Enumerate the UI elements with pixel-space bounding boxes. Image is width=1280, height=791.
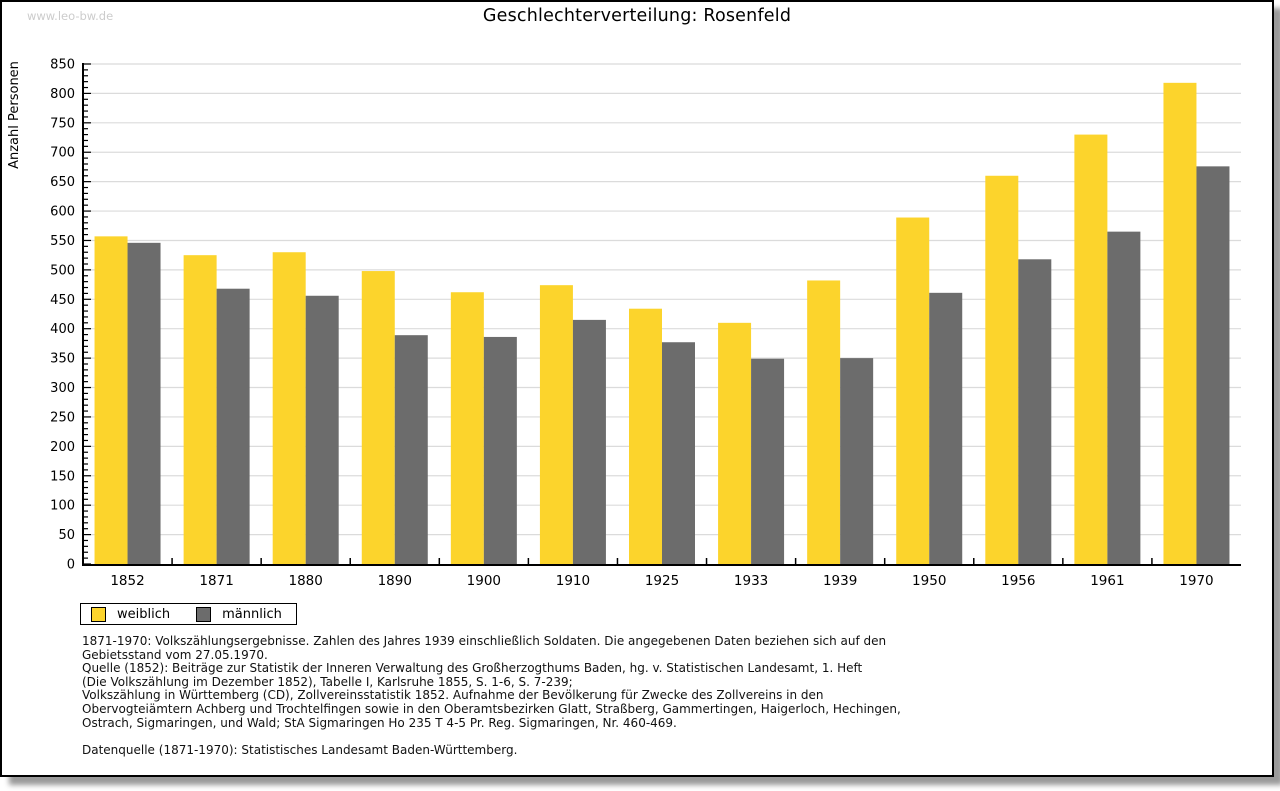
x-tick-label: 1900: [467, 573, 501, 589]
y-tick-label: 750: [50, 116, 75, 131]
y-tick-label: 550: [50, 234, 75, 249]
bar-weiblich-1900: [450, 292, 484, 564]
y-tick-label: 200: [50, 440, 75, 455]
footnote-line: Obervogteiämtern Achberg und Trochtelfin…: [82, 701, 901, 716]
footnote-line: Volkszählung in Württemberg (CD), Zollve…: [82, 688, 824, 703]
y-tick-label: 850: [50, 58, 75, 73]
x-tick-label: 1956: [1001, 573, 1035, 589]
x-tick-label: 1950: [912, 573, 946, 589]
legend-label-maennlich: männlich: [222, 606, 282, 622]
y-tick-label: 650: [50, 175, 75, 190]
x-tick-label: 1871: [199, 573, 233, 589]
y-tick-label: 500: [50, 263, 75, 278]
bar-männlich-1961: [1107, 231, 1141, 564]
chart-canvas: 1852 1871 1880 1890 1900 1910 1925 1933 1939 1950…: [7, 58, 1241, 589]
x-tick-label: 1970: [1179, 573, 1213, 589]
bar-weiblich-1939: [807, 280, 841, 564]
bar-weiblich-1961: [1074, 134, 1108, 564]
bar-männlich-1910: [572, 319, 606, 564]
y-tick-label: 350: [50, 352, 75, 367]
bar-männlich-1933: [751, 358, 785, 564]
y-tick-label: 700: [50, 146, 75, 161]
x-tick-label: 1939: [823, 573, 857, 589]
footnote-line: 1871-1970: Volkszählungsergebnisse. Zahl…: [82, 634, 887, 648]
footnote-line: [82, 730, 901, 744]
y-tick-label: 300: [50, 381, 75, 396]
bar-männlich-1956: [1018, 259, 1052, 564]
bar-weiblich-1956: [985, 175, 1019, 564]
bar-männlich-1871: [216, 288, 250, 564]
x-tick-label: 1961: [1090, 573, 1124, 589]
legend-item-weiblich: weiblich: [91, 606, 171, 622]
footnotes: 1871-1970: Volkszählungsergebnisse. Zahl…: [82, 634, 901, 757]
x-tick-label: 1910: [556, 573, 590, 589]
bar-männlich-1925: [662, 342, 695, 564]
footnote-line: Gebietsstand vom 27.05.1970.: [82, 647, 268, 662]
footnote-line: (Die Volkszählung im Dezember 1852), Tab…: [82, 674, 573, 689]
footnote-line: Quelle (1852): Beiträge zur Statistik de…: [82, 661, 863, 676]
y-axis-title: Anzahl Personen: [7, 61, 22, 169]
bar-männlich-1939: [840, 358, 874, 564]
bar-männlich-1852: [127, 242, 161, 564]
legend: weiblich männlich: [80, 603, 297, 625]
bar-männlich-1900: [483, 336, 517, 564]
x-tick-label: 1890: [378, 573, 412, 589]
legend-swatch-maennlich: [196, 606, 212, 622]
y-tick-label: 150: [50, 469, 75, 484]
y-tick-label: 600: [50, 205, 75, 220]
bar-weiblich-1925: [629, 308, 662, 564]
y-tick-label: 400: [50, 322, 75, 337]
bar-männlich-1970: [1196, 166, 1230, 564]
y-tick-label: 50: [58, 528, 75, 543]
bar-weiblich-1910: [539, 285, 573, 564]
y-tick-label: 450: [50, 293, 75, 308]
bar-weiblich-1871: [183, 255, 217, 565]
x-tick-label: 1880: [289, 573, 323, 589]
x-tick-label: 1852: [110, 573, 144, 589]
legend-swatch-weiblich: [91, 606, 106, 622]
bar-weiblich-1890: [361, 271, 395, 564]
y-tick-label: 0: [67, 558, 75, 573]
x-tick-label: 1933: [734, 573, 768, 589]
watermark: www.leo-bw.de: [27, 9, 114, 23]
y-tick-label: 800: [50, 87, 75, 102]
bar-weiblich-1950: [896, 217, 930, 564]
bar-weiblich-1880: [272, 252, 306, 564]
legend-label-weiblich: weiblich: [117, 606, 171, 622]
footnote-line: Datenquelle (1871-1970): Statistisches L…: [82, 742, 518, 757]
bar-chart: 1852 1871 1880 1890 1900 1910 1925 1933 1939 1950…: [2, 52, 1270, 597]
bar-männlich-1950: [929, 292, 963, 564]
y-tick-label: 100: [50, 499, 75, 514]
bar-männlich-1880: [305, 295, 339, 564]
bar-weiblich-1933: [718, 322, 752, 564]
bar-weiblich-1852: [94, 236, 128, 564]
legend-item-maennlich: männlich: [196, 606, 282, 622]
x-tick-label: 1925: [645, 573, 679, 589]
bar-männlich-1890: [394, 335, 428, 564]
footnote-line: Ostrach, Sigmaringen, und Wald; StA Sigm…: [82, 715, 677, 730]
chart-window: www.leo-bw.de Geschlechterverteilung: Ro…: [0, 0, 1274, 777]
page-title: Geschlechterverteilung: Rosenfeld: [482, 6, 792, 26]
y-tick-label: 250: [50, 410, 75, 425]
bar-weiblich-1970: [1163, 82, 1197, 564]
